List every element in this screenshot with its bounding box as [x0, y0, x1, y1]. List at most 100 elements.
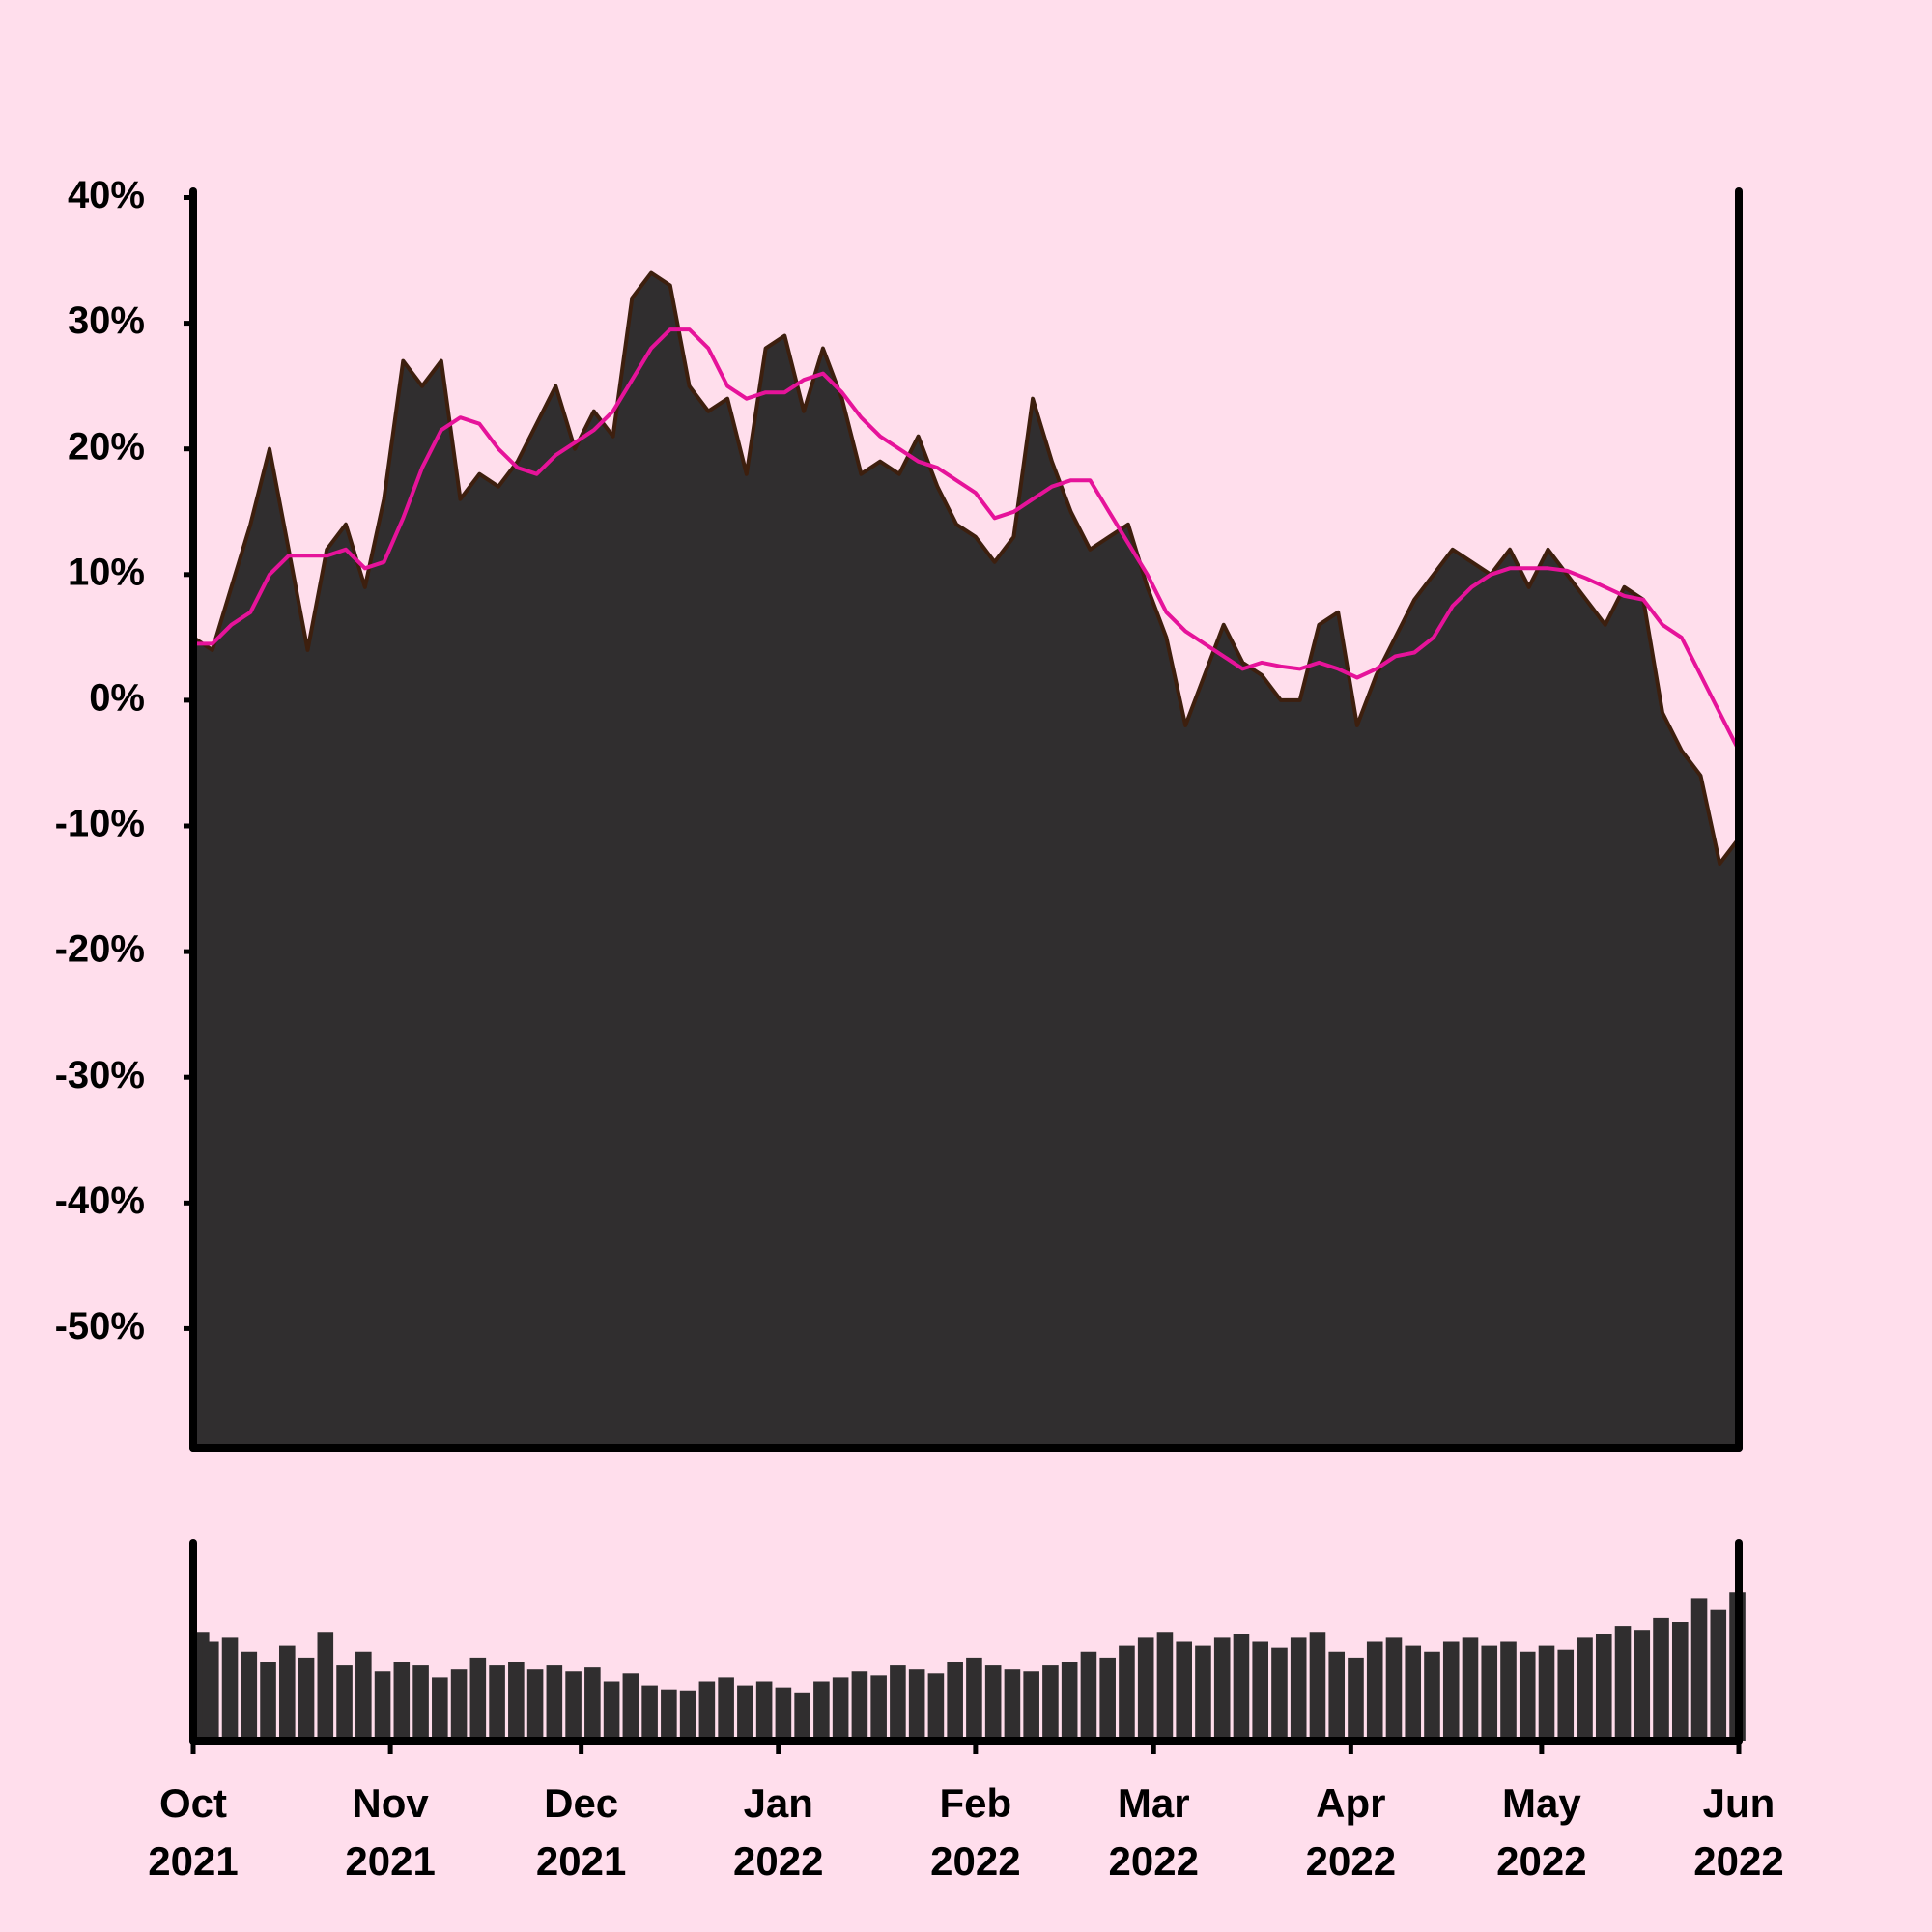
- y-tick-label: -40%: [55, 1179, 145, 1222]
- volume-bar: [1595, 1634, 1612, 1741]
- volume-bar: [698, 1681, 716, 1741]
- volume-bar: [1519, 1651, 1536, 1741]
- volume-bar: [241, 1651, 258, 1741]
- volume-bar: [565, 1671, 582, 1741]
- x-tick-label: May 2022: [1496, 1780, 1587, 1884]
- volume-bar: [1634, 1630, 1651, 1741]
- volume-bar: [1099, 1657, 1116, 1741]
- x-tick-label: Mar 2022: [1108, 1780, 1199, 1884]
- volume-bar: [412, 1665, 429, 1741]
- volume-bar: [526, 1669, 544, 1741]
- y-tick-label: -10%: [55, 803, 145, 845]
- y-tick-label: 10%: [68, 551, 145, 593]
- volume-bar: [775, 1687, 792, 1741]
- x-tick-label: Jun 2022: [1693, 1780, 1784, 1884]
- volume-bar: [1156, 1632, 1174, 1741]
- volume-bar: [1290, 1637, 1307, 1741]
- volume-bar: [432, 1677, 448, 1741]
- volume-bar: [1557, 1649, 1575, 1741]
- y-tick-label: 0%: [89, 676, 145, 719]
- volume-bar: [1309, 1632, 1326, 1741]
- volume-bar: [1614, 1626, 1632, 1741]
- y-tick-label: 20%: [68, 425, 145, 468]
- volume-bar: [489, 1665, 505, 1741]
- volume-bar: [355, 1651, 372, 1741]
- volume-bar: [1213, 1637, 1231, 1741]
- volume-bar: [641, 1685, 658, 1741]
- y-tick-label: 30%: [68, 299, 145, 342]
- volume-bar: [1004, 1669, 1021, 1741]
- volume-bar: [336, 1665, 353, 1741]
- volume-bar: [947, 1662, 963, 1741]
- volume-bar: [622, 1673, 639, 1741]
- volume-bar: [890, 1665, 906, 1741]
- moving-average-line: [193, 327, 1741, 752]
- volume-bar: [1195, 1645, 1211, 1741]
- volume-bar: [1690, 1598, 1708, 1741]
- volume-bar: [1252, 1641, 1269, 1741]
- volume-bar: [279, 1645, 296, 1741]
- volume-bar: [870, 1675, 887, 1741]
- volume-bar: [813, 1681, 830, 1741]
- volume-bar: [1080, 1651, 1097, 1741]
- volume-bar: [1424, 1651, 1440, 1741]
- y-tick-label: -20%: [55, 928, 145, 971]
- volume-bar: [374, 1671, 391, 1741]
- volume-bar: [718, 1677, 734, 1741]
- volume-bar: [298, 1657, 315, 1741]
- volume-bar: [1328, 1651, 1346, 1741]
- volume-bar: [1271, 1647, 1288, 1741]
- volume-bar: [1653, 1617, 1669, 1741]
- x-tick-label: Oct 2021: [148, 1780, 239, 1884]
- volume-bar: [546, 1665, 563, 1741]
- x-tick-label: Apr 2022: [1305, 1780, 1397, 1884]
- volume-bar: [1061, 1662, 1078, 1741]
- volume-bar: [1577, 1637, 1593, 1741]
- volume-bar: [1042, 1665, 1059, 1741]
- volume-bar: [1671, 1622, 1689, 1741]
- volume-bar: [202, 1641, 219, 1741]
- volume-bar: [1023, 1671, 1039, 1741]
- x-tick-label: Feb 2022: [930, 1780, 1021, 1884]
- volume-bar: [832, 1677, 849, 1741]
- area-outline: [191, 270, 1741, 866]
- area: [193, 272, 1739, 1449]
- volume-bar: [1137, 1637, 1154, 1741]
- y-tick-label: -50%: [55, 1305, 145, 1348]
- volume-bar: [1119, 1645, 1135, 1741]
- volume-bar: [508, 1662, 525, 1741]
- volume-bar: [1462, 1637, 1479, 1741]
- volume-bar: [1500, 1641, 1517, 1741]
- volume-bar: [1442, 1641, 1460, 1741]
- volume-bar: [755, 1681, 773, 1741]
- volume-bar: [1538, 1645, 1555, 1741]
- volume-bar: [221, 1637, 239, 1741]
- volume-bar: [1710, 1609, 1727, 1741]
- y-tick-label: -30%: [55, 1054, 145, 1096]
- x-tick-label: Dec 2021: [535, 1780, 627, 1884]
- volume-bar: [737, 1685, 753, 1741]
- volume-bar: [1481, 1645, 1498, 1741]
- volume-bar: [603, 1681, 620, 1741]
- volume-bar: [260, 1662, 276, 1741]
- volume-bar: [393, 1662, 411, 1741]
- volume-bar: [450, 1669, 468, 1741]
- volume-bar: [1233, 1634, 1250, 1741]
- volume-bar: [966, 1657, 982, 1741]
- x-tick-label: Jan 2022: [733, 1780, 824, 1884]
- volume-bar: [908, 1669, 925, 1741]
- volume-bar: [661, 1689, 677, 1741]
- volume-bar: [1385, 1637, 1403, 1741]
- y-tick-label: 40%: [68, 174, 145, 216]
- volume-bar: [584, 1667, 601, 1741]
- volume-bar: [1348, 1657, 1364, 1741]
- volume-bar: [984, 1665, 1002, 1741]
- volume-bar: [794, 1692, 810, 1741]
- volume-bar: [927, 1673, 945, 1741]
- x-tick-label: Nov 2021: [345, 1780, 436, 1884]
- volume-bar: [851, 1671, 868, 1741]
- volume-bar: [469, 1657, 487, 1741]
- volume-bar: [1405, 1645, 1422, 1741]
